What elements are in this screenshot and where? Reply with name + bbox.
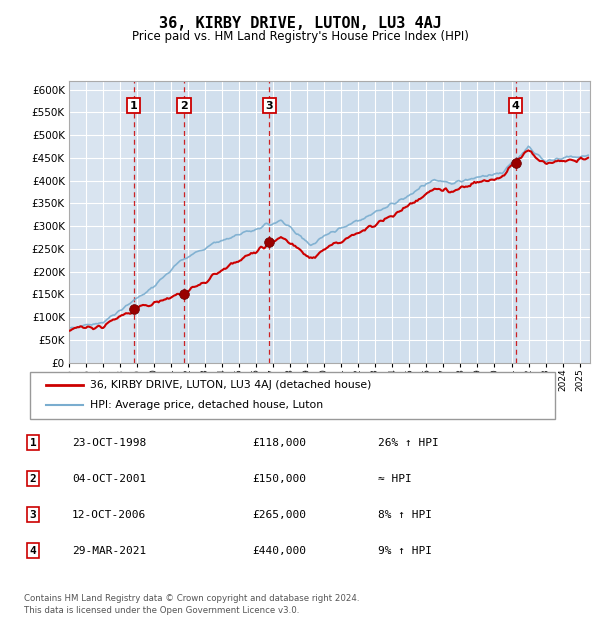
Text: 26% ↑ HPI: 26% ↑ HPI (378, 438, 439, 448)
Text: 2: 2 (29, 474, 37, 484)
Text: 36, KIRBY DRIVE, LUTON, LU3 4AJ (detached house): 36, KIRBY DRIVE, LUTON, LU3 4AJ (detache… (91, 380, 372, 390)
Text: £440,000: £440,000 (252, 546, 306, 556)
Text: 04-OCT-2001: 04-OCT-2001 (72, 474, 146, 484)
Text: 36, KIRBY DRIVE, LUTON, LU3 4AJ: 36, KIRBY DRIVE, LUTON, LU3 4AJ (158, 16, 442, 30)
Text: 23-OCT-1998: 23-OCT-1998 (72, 438, 146, 448)
Text: 2: 2 (180, 100, 188, 110)
Bar (134, 81, 515, 363)
Text: Price paid vs. HM Land Registry's House Price Index (HPI): Price paid vs. HM Land Registry's House … (131, 30, 469, 43)
Text: 1: 1 (29, 438, 37, 448)
Text: 1: 1 (130, 100, 138, 110)
Text: £150,000: £150,000 (252, 474, 306, 484)
Text: £118,000: £118,000 (252, 438, 306, 448)
Text: ≈ HPI: ≈ HPI (378, 474, 412, 484)
Text: HPI: Average price, detached house, Luton: HPI: Average price, detached house, Luto… (91, 401, 323, 410)
Text: 29-MAR-2021: 29-MAR-2021 (72, 546, 146, 556)
Text: 3: 3 (29, 510, 37, 520)
Text: 12-OCT-2006: 12-OCT-2006 (72, 510, 146, 520)
Text: £265,000: £265,000 (252, 510, 306, 520)
Text: 3: 3 (266, 100, 274, 110)
Text: 4: 4 (29, 546, 37, 556)
Text: Contains HM Land Registry data © Crown copyright and database right 2024.
This d: Contains HM Land Registry data © Crown c… (24, 594, 359, 615)
Text: 8% ↑ HPI: 8% ↑ HPI (378, 510, 432, 520)
Text: 4: 4 (512, 100, 520, 110)
FancyBboxPatch shape (30, 372, 555, 419)
Text: 9% ↑ HPI: 9% ↑ HPI (378, 546, 432, 556)
